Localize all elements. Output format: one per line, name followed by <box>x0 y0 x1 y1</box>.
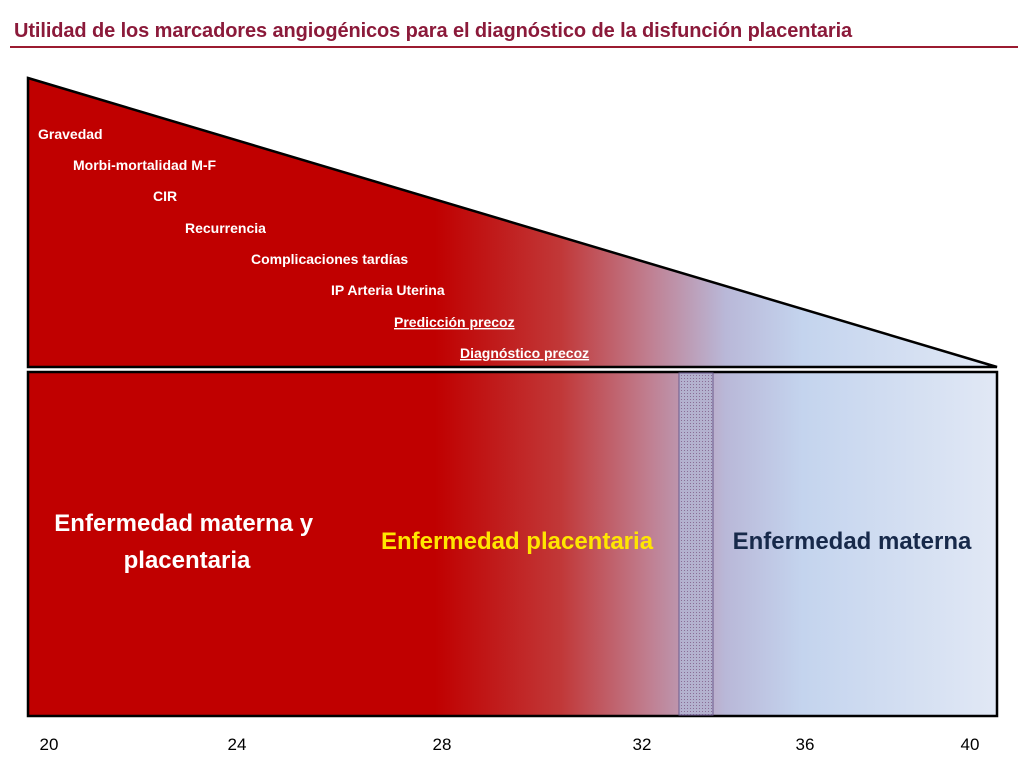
week-tick-label: 32 <box>633 735 652 754</box>
triangle-label: Diagnóstico precoz <box>460 345 589 361</box>
week-axis: 20 24 28 32 36 40 <box>40 735 980 754</box>
triangle-label: CIR <box>153 188 177 204</box>
maternal-placental-label-line: Enfermedad materna y <box>54 510 313 537</box>
triangle-label: Predicción precoz <box>394 314 515 330</box>
triangle-label: Morbi-mortalidad M-F <box>73 157 217 173</box>
week-tick-label: 40 <box>961 735 980 754</box>
triangle-label: IP Arteria Uterina <box>331 282 445 298</box>
week-tick-label: 28 <box>433 735 452 754</box>
maternal-placental-label-line: placentaria <box>124 547 251 574</box>
week-tick-label: 36 <box>796 735 815 754</box>
placental-disease-label: Enfermedad placentaria <box>381 528 654 555</box>
title-divider <box>10 46 1018 48</box>
week-tick-label: 24 <box>228 735 247 754</box>
triangle-label: Gravedad <box>38 126 103 142</box>
maternal-placental-label: Enfermedad materna y placentaria <box>54 510 319 574</box>
maternal-disease-label: Enfermedad materna <box>733 528 972 555</box>
triangle-label: Recurrencia <box>185 220 266 236</box>
triangle-label: Complicaciones tardías <box>251 251 408 267</box>
transition-band <box>678 372 714 716</box>
disease-stage-box <box>26 370 999 718</box>
week-tick-label: 20 <box>40 735 59 754</box>
slide-title: Utilidad de los marcadores angiogénicos … <box>14 20 853 42</box>
risk-triangle <box>26 76 998 369</box>
triangle-label-list: Gravedad Morbi-mortalidad M-F CIR Recurr… <box>38 126 589 361</box>
